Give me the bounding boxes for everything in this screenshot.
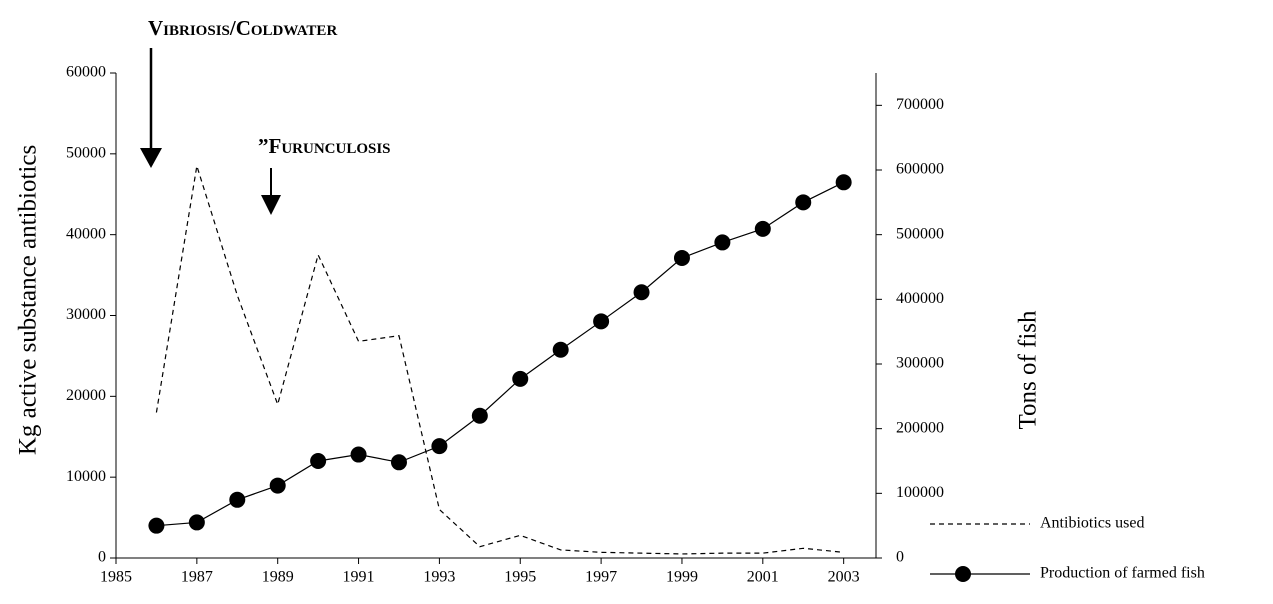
x-tick-label: 1997: [585, 569, 617, 586]
y2-tick-label: 400000: [896, 290, 944, 307]
y-tick-label: 0: [98, 549, 106, 566]
y2-tick-label: 300000: [896, 355, 944, 372]
y-tick-label: 30000: [66, 306, 106, 323]
y-tick-label: 40000: [66, 225, 106, 242]
x-tick-label: 2001: [747, 569, 779, 586]
data-point: [148, 517, 165, 534]
x-tick-label: 1993: [423, 569, 455, 586]
y2-tick-label: 500000: [896, 225, 944, 242]
data-point: [310, 453, 327, 469]
x-tick-label: 1989: [262, 569, 294, 586]
y-tick-label: 10000: [66, 468, 106, 485]
data-point: [835, 174, 852, 191]
x-tick-label: 1985: [100, 569, 132, 586]
data-point: [673, 249, 690, 266]
y2-axis-label: Tons of fish: [1015, 310, 1042, 430]
x-tick-label: 1991: [343, 569, 375, 586]
y2-tick-label: 600000: [896, 161, 944, 178]
data-point: [633, 284, 650, 301]
y2-tick-label: 700000: [896, 96, 944, 113]
data-point: [269, 477, 286, 494]
y-axis-label: Kg active substance antibiotics: [15, 145, 42, 455]
annotation-arrow: [140, 48, 281, 215]
y-tick-label: 50000: [66, 145, 106, 162]
data-point: [593, 313, 610, 330]
data-point: [350, 446, 367, 463]
data-point: [552, 341, 569, 358]
y2-tick-label: 0: [896, 549, 904, 566]
data-point: [714, 234, 731, 251]
y2-tick-label: 100000: [896, 484, 944, 501]
x-tick-label: 1987: [181, 569, 213, 586]
x-tick-label: 1995: [504, 569, 536, 586]
y-tick-label: 20000: [66, 387, 106, 404]
data-point: [229, 491, 246, 508]
legend-label: Production of farmed fish: [1040, 565, 1205, 582]
data-point: [512, 370, 529, 387]
data-point: [795, 194, 812, 211]
data-point: [390, 454, 407, 471]
series-line: [156, 181, 844, 527]
y-tick-label: 60000: [66, 64, 106, 81]
y2-tick-label: 200000: [896, 419, 944, 436]
annotation: ”Furunculosis: [258, 134, 391, 158]
data-point: [188, 514, 205, 531]
x-tick-label: 1999: [666, 569, 698, 586]
x-tick-label: 2003: [828, 569, 860, 586]
data-point: [431, 438, 448, 455]
legend-label: Antibiotics used: [1040, 515, 1144, 532]
data-point: [754, 220, 771, 237]
annotation: Vibriosis/Coldwater: [148, 16, 337, 40]
data-point: [471, 407, 488, 424]
series-line: [155, 165, 844, 555]
legend-marker: [955, 566, 971, 582]
